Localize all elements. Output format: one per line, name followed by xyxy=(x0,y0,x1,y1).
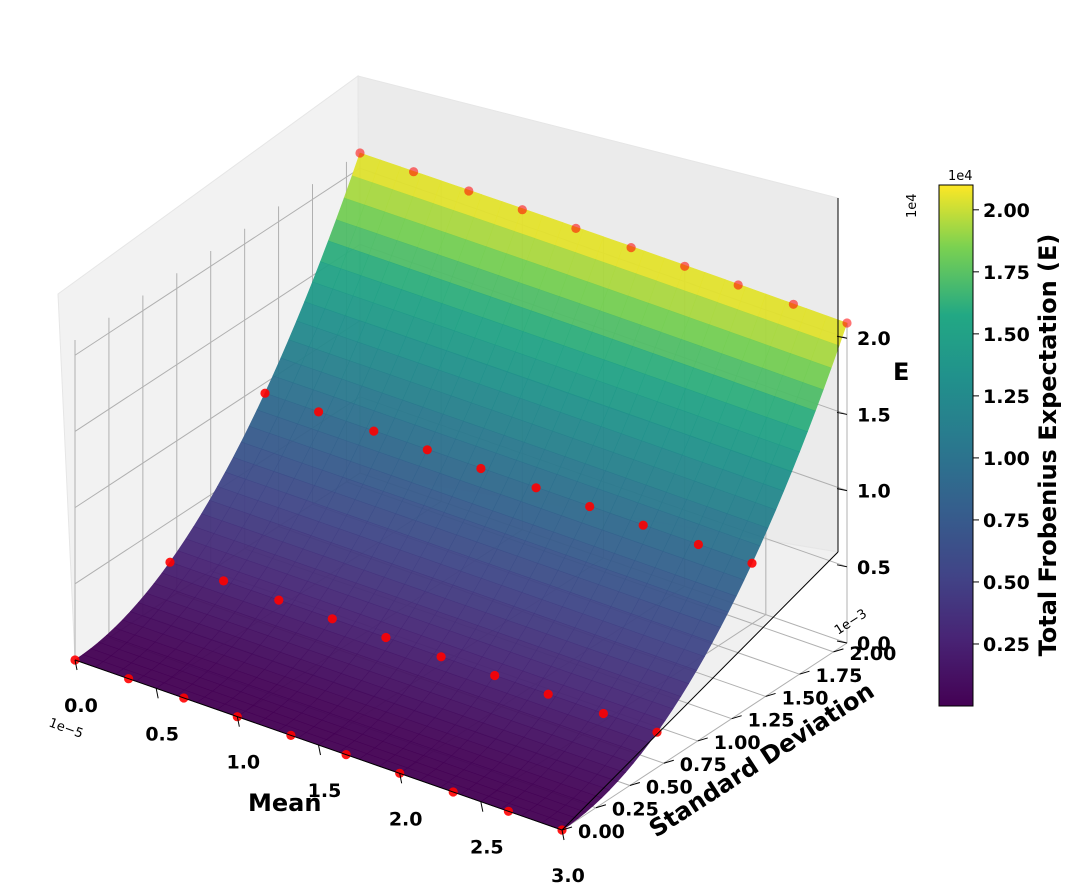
y-axis-line xyxy=(561,551,839,831)
colorbar-tick-label: 1.50 xyxy=(983,324,1030,346)
data-point xyxy=(490,670,500,681)
y-tick-label: 2.00 xyxy=(849,643,896,665)
data-point xyxy=(327,614,337,624)
y-tick-label: 1.75 xyxy=(816,665,863,687)
x-tick-mark xyxy=(236,716,240,727)
y-tick-mark xyxy=(765,692,776,697)
data-point xyxy=(543,689,553,699)
data-point xyxy=(693,539,704,550)
data-point xyxy=(464,186,474,196)
x-tick-mark xyxy=(480,801,484,812)
colorbar-label: Total Frobenius Expectation (E) xyxy=(1034,234,1062,657)
x-tick-mark xyxy=(399,773,403,784)
colorbar-ticks: 0.25 0.50 0.75 1.00 1.25 1.50 1.75 2.00 xyxy=(973,200,1030,656)
z-tick-mark xyxy=(836,411,848,415)
z-tick-label: 1.0 xyxy=(857,481,891,503)
data-point xyxy=(422,445,432,455)
x-tick-label: 0.5 xyxy=(145,723,179,745)
data-point xyxy=(314,407,324,417)
data-point xyxy=(598,708,609,719)
data-point xyxy=(531,483,541,493)
data-point xyxy=(165,557,175,567)
data-point xyxy=(219,576,229,586)
z-tick-mark xyxy=(836,488,848,492)
colorbar xyxy=(938,184,974,707)
colorbar-tick-label: 2.00 xyxy=(983,200,1030,222)
z-offset-label: 1e4 xyxy=(905,193,920,218)
data-point xyxy=(381,632,391,643)
colorbar-tick-label: 1.75 xyxy=(983,262,1030,284)
y-tick-mark xyxy=(833,648,844,653)
x-tick-label: 2.0 xyxy=(389,808,423,830)
x-tick-mark xyxy=(74,659,78,671)
data-point xyxy=(680,261,690,271)
data-point xyxy=(652,727,662,737)
y-tick-mark xyxy=(561,826,573,831)
colorbar-tick-label: 1.25 xyxy=(983,386,1030,408)
surface xyxy=(74,152,848,831)
data-point xyxy=(355,148,365,158)
x-tick-mark xyxy=(561,829,565,841)
z-tick-label: 1.5 xyxy=(857,404,891,426)
y-tick-label: 1.25 xyxy=(748,710,795,732)
y-tick-mark xyxy=(731,715,742,720)
z-tick-label: 0.5 xyxy=(857,557,891,579)
data-point xyxy=(409,167,419,177)
data-point xyxy=(274,595,284,605)
y-tick-label: 0.25 xyxy=(612,799,659,821)
y-tick-mark xyxy=(697,737,708,742)
x-tick-mark xyxy=(155,688,159,699)
y-tick-label: 0.00 xyxy=(578,821,625,843)
y-tick-mark xyxy=(663,759,674,764)
y-tick-mark xyxy=(629,781,641,786)
data-point xyxy=(517,205,527,215)
z-tick-mark xyxy=(836,335,848,339)
z-tick-mark xyxy=(836,640,848,644)
x-offset-label: 1e−5 xyxy=(47,716,85,742)
data-point xyxy=(369,426,379,436)
data-point xyxy=(842,318,852,328)
y-tick-mark xyxy=(799,670,810,675)
x-tick-label: 3.0 xyxy=(551,865,585,887)
data-point xyxy=(436,652,446,662)
data-point xyxy=(638,520,648,530)
data-point xyxy=(626,243,636,253)
data-point xyxy=(747,558,757,568)
colorbar-tick-label: 1.00 xyxy=(983,448,1030,470)
data-point xyxy=(733,280,743,290)
z-axis-label: E xyxy=(893,358,909,386)
data-point xyxy=(571,223,581,233)
y-tick-label: 0.50 xyxy=(646,776,693,798)
y-tick-label: 0.75 xyxy=(680,754,727,776)
data-point xyxy=(585,501,595,512)
y-tick-mark xyxy=(595,804,607,809)
axes: 0.00.51.01.52.02.53.00.000.250.500.751.0… xyxy=(64,198,896,887)
x-tick-mark xyxy=(318,744,321,756)
x-tick-label: 0.0 xyxy=(64,695,98,717)
colorbar-tick-label: 0.25 xyxy=(983,634,1030,656)
colorbar-tick-label: 0.50 xyxy=(983,572,1030,594)
data-point xyxy=(260,388,270,398)
y-tick-label: 1.50 xyxy=(782,687,829,709)
x-axis-label: Mean xyxy=(248,789,321,817)
z-tick-label: 0.0 xyxy=(857,633,891,655)
z-tick-label: 2.0 xyxy=(857,328,891,350)
x-tick-label: 1.0 xyxy=(226,752,260,774)
y-tick-label: 1.00 xyxy=(714,732,761,754)
colorbar-offset: 1e4 xyxy=(948,169,973,184)
x-tick-label: 1.5 xyxy=(308,780,342,802)
colorbar-tick-label: 0.75 xyxy=(983,510,1030,532)
x-tick-label: 2.5 xyxy=(470,837,504,859)
data-point xyxy=(476,463,486,474)
data-point xyxy=(788,299,799,309)
z-tick-mark xyxy=(836,564,848,568)
